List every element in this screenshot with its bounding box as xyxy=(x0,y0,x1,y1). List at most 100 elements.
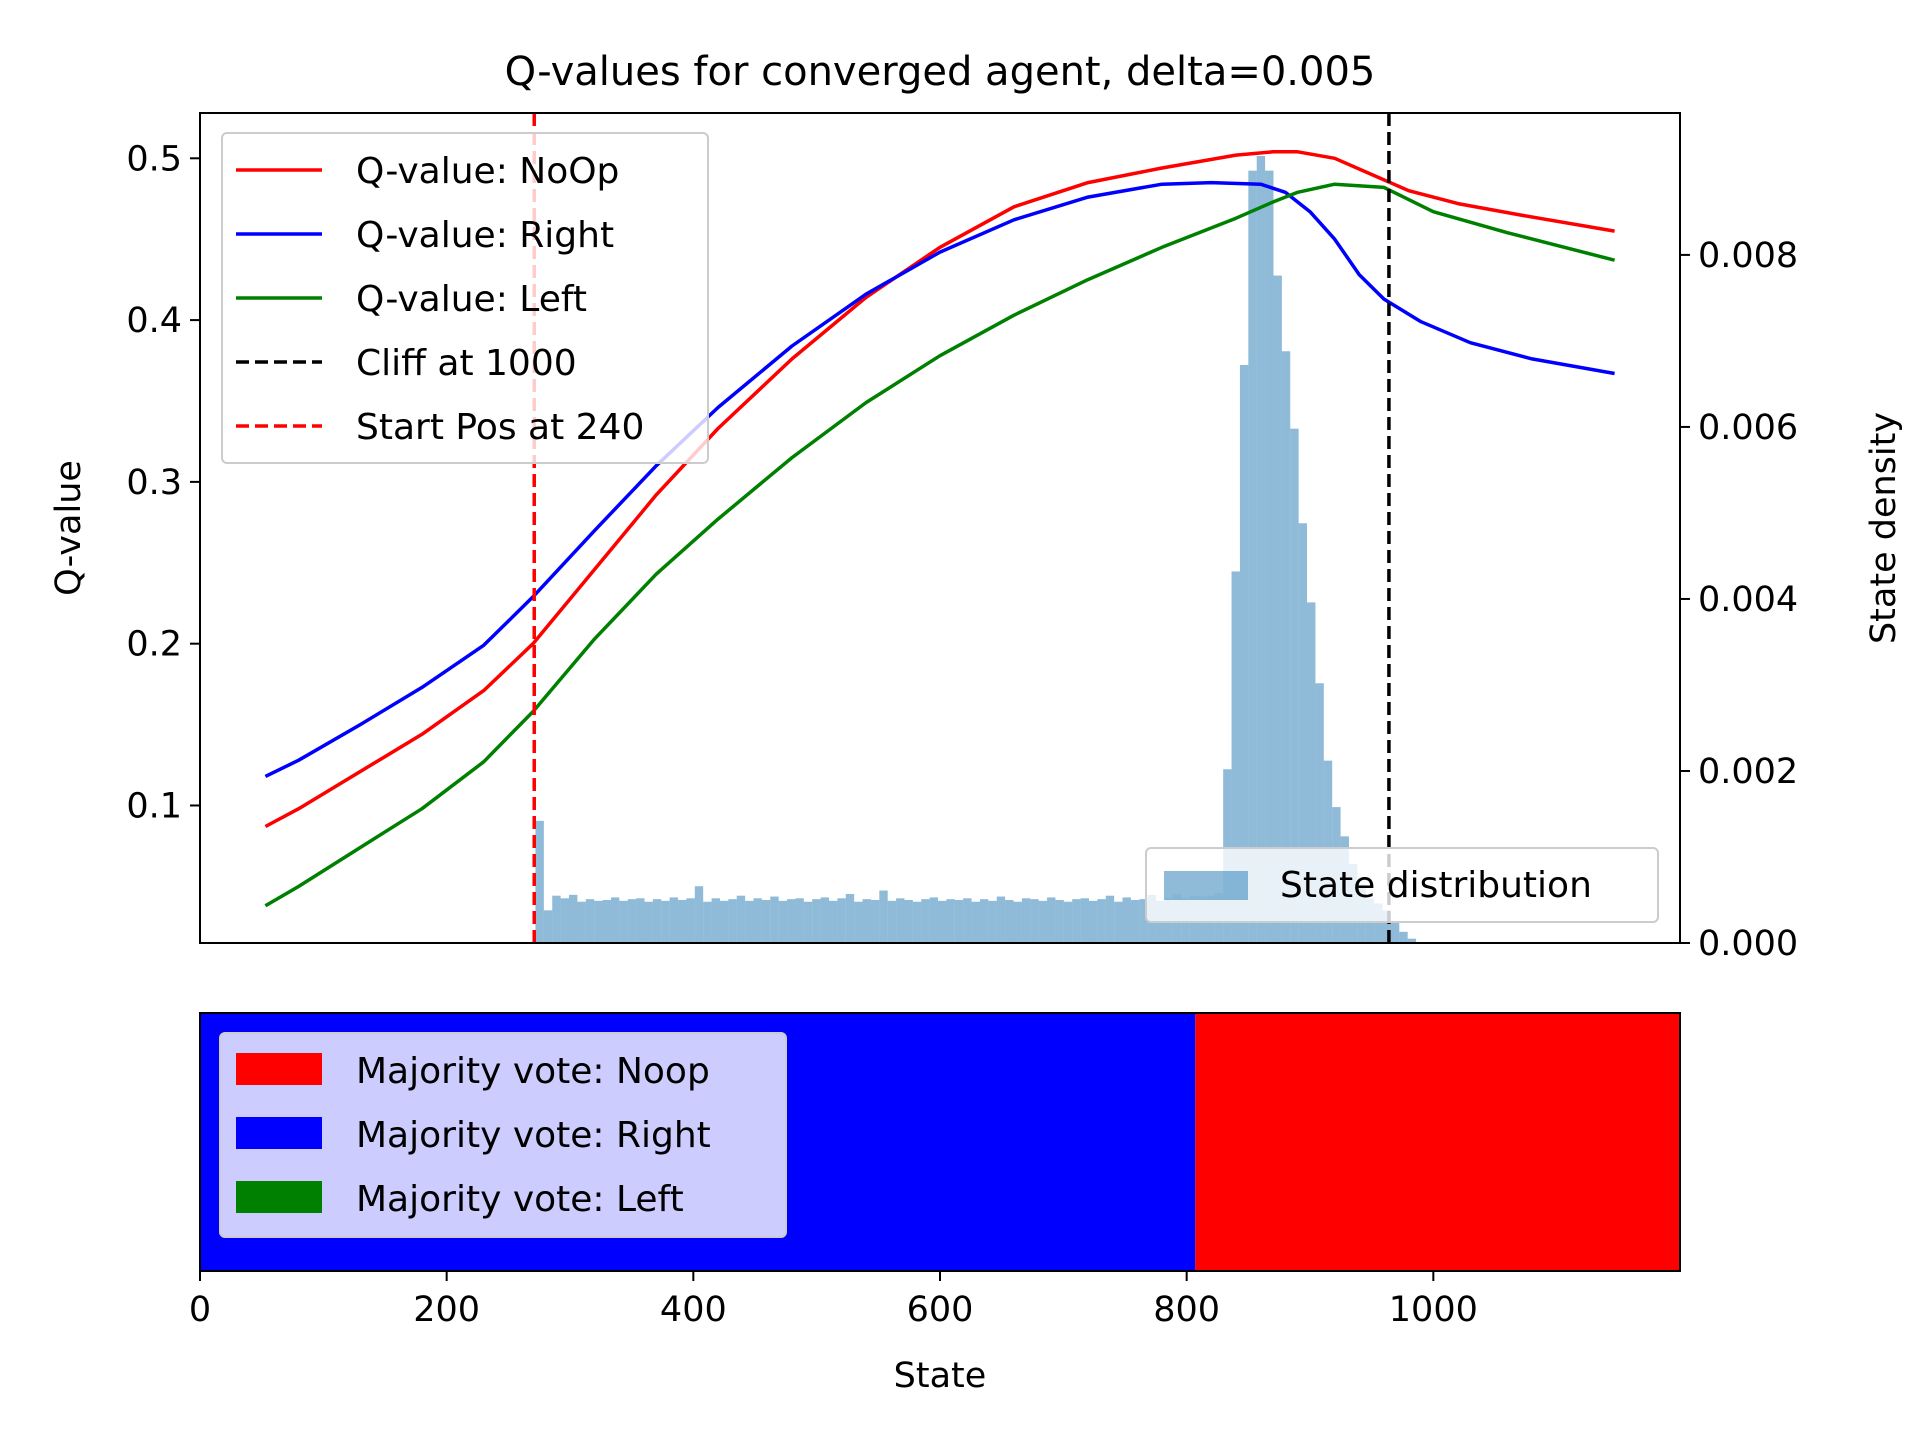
histogram-bar xyxy=(1055,899,1064,943)
majority-vote-legend: Majority vote: Noop Majority vote: Right M… xyxy=(219,1032,787,1238)
histogram-bar xyxy=(778,900,788,943)
histogram-bar xyxy=(1080,898,1089,943)
histogram-bar xyxy=(1290,428,1299,943)
legend-label: Majority vote: Left xyxy=(356,1179,684,1220)
histogram-bar xyxy=(812,899,821,943)
histogram-bar xyxy=(1072,899,1081,943)
majority-vote-noop-segment xyxy=(1195,1013,1680,1271)
histogram-bar xyxy=(904,899,913,943)
histogram-bar xyxy=(946,899,955,943)
histogram-bar xyxy=(854,901,863,943)
histogram-bar xyxy=(535,820,544,943)
histogram-bar xyxy=(728,899,737,943)
histogram-bar xyxy=(1248,170,1257,943)
histogram-bar xyxy=(954,899,964,943)
y2-tick-label: 0.000 xyxy=(1698,924,1798,964)
histogram-bar xyxy=(745,900,754,943)
histogram-bar xyxy=(1105,895,1115,943)
histogram-bar xyxy=(887,900,897,943)
x-axis-label: State xyxy=(894,1356,987,1396)
histogram-bar xyxy=(938,900,947,943)
histogram-bar xyxy=(1407,938,1417,943)
histogram-bar xyxy=(569,894,578,943)
legend-swatch xyxy=(236,1053,322,1085)
histogram-bar xyxy=(753,898,762,943)
histogram-bar xyxy=(1130,899,1140,943)
x-tick-label: 0 xyxy=(189,1290,211,1330)
histogram-bar xyxy=(870,899,880,943)
histogram-bar xyxy=(787,899,796,943)
histogram-bar xyxy=(912,901,922,943)
histogram-bar xyxy=(988,900,997,943)
histogram-legend: State distribution xyxy=(1145,847,1659,923)
q-value-lines xyxy=(264,150,1616,908)
q-value-right-line xyxy=(264,180,1615,778)
histogram-bar xyxy=(1038,900,1048,943)
histogram-bar xyxy=(979,899,989,943)
histogram-bar xyxy=(1122,897,1131,943)
y-tick-label: 0.3 xyxy=(126,463,182,503)
x-tick-label: 1000 xyxy=(1389,1290,1478,1330)
histogram-bar xyxy=(1088,900,1098,943)
histogram-bar xyxy=(770,896,779,943)
histogram-legend-swatch xyxy=(1164,871,1248,900)
histogram-bar xyxy=(1256,156,1266,943)
histogram-bar xyxy=(1382,910,1391,943)
histogram-bar xyxy=(577,901,586,943)
legend-swatch xyxy=(236,1117,322,1149)
histogram-bar xyxy=(543,910,553,943)
histogram-bar xyxy=(711,898,720,943)
histogram-bar xyxy=(929,897,939,943)
histogram-bar xyxy=(795,898,804,943)
histogram-bar xyxy=(736,895,746,943)
y-axis-ticks: 0.1 0.2 0.3 0.4 0.5 xyxy=(126,139,200,826)
histogram-bar xyxy=(761,899,771,943)
histogram-bar xyxy=(837,898,846,943)
histogram-bar xyxy=(594,900,603,943)
histogram-bar xyxy=(1021,898,1031,943)
histogram-bar xyxy=(602,899,611,943)
histogram-bar xyxy=(1399,931,1408,943)
histogram-bar xyxy=(862,899,871,943)
histogram-bar xyxy=(703,901,712,943)
histogram-bar xyxy=(1298,523,1308,943)
y2-tick-label: 0.008 xyxy=(1698,236,1798,276)
histogram-bar xyxy=(1047,897,1056,943)
q-value-legend: Q-value: NoOp Q-value: Right Q-value: Left… xyxy=(221,132,709,464)
histogram-bar xyxy=(719,900,729,943)
q-value-noop-line xyxy=(264,150,1615,829)
histogram-bar xyxy=(652,899,662,943)
histogram-bar xyxy=(644,901,653,943)
histogram-bar xyxy=(661,900,670,943)
y2-axis-ticks: 0.000 0.002 0.004 0.006 0.008 xyxy=(1680,236,1798,964)
histogram-bar xyxy=(1030,899,1039,943)
histogram-bar xyxy=(678,899,687,943)
legend-label: Majority vote: Right xyxy=(356,1115,711,1156)
legend-label: Majority vote: Noop xyxy=(356,1051,710,1092)
y-tick-label: 0.5 xyxy=(126,139,182,179)
histogram-bar xyxy=(829,900,838,943)
histogram-bar xyxy=(1281,351,1291,943)
legend-label: Q-value: NoOp xyxy=(356,151,619,192)
legend-label: Q-value: Right xyxy=(356,215,614,256)
histogram-bar xyxy=(896,898,905,943)
histogram-bar xyxy=(1265,170,1274,943)
histogram-bar xyxy=(560,898,570,943)
histogram-bar xyxy=(610,897,620,943)
histogram-bar xyxy=(845,893,855,943)
histogram-bar xyxy=(686,898,695,943)
histogram-legend-label: State distribution xyxy=(1280,865,1592,906)
y-tick-label: 0.4 xyxy=(126,301,182,341)
q-value-legend-box xyxy=(221,132,709,464)
histogram-bar xyxy=(971,901,980,943)
x-tick-label: 800 xyxy=(1153,1290,1220,1330)
histogram-bar xyxy=(1374,903,1383,943)
histogram-bar xyxy=(627,899,637,943)
legend-label: Cliff at 1000 xyxy=(356,343,577,384)
y-tick-label: 0.1 xyxy=(126,786,182,826)
histogram-bar xyxy=(1231,571,1240,943)
x-tick-label: 400 xyxy=(660,1290,727,1330)
x-tick-label: 600 xyxy=(907,1290,974,1330)
histogram-bar xyxy=(1013,901,1022,943)
